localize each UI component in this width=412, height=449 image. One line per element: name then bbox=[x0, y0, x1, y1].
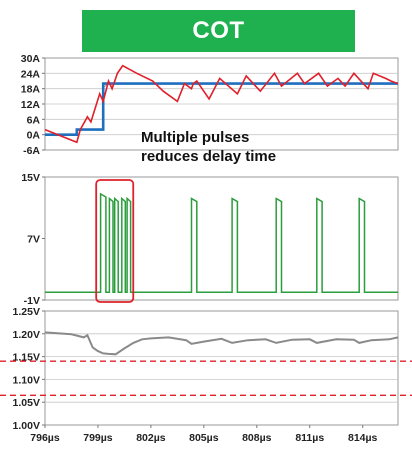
y-tick-label: 1.20V bbox=[13, 329, 40, 341]
y-tick-label: 1.05V bbox=[13, 397, 40, 409]
switch-pulse-series bbox=[45, 192, 398, 294]
x-tick-label: 814µs bbox=[348, 432, 378, 444]
x-tick-label: 805µs bbox=[189, 432, 219, 444]
load-current-series bbox=[45, 82, 398, 136]
x-tick-label: 811µs bbox=[295, 432, 324, 444]
y-tick-label: -1V bbox=[24, 295, 40, 307]
y-tick-label: 1.00V bbox=[13, 420, 40, 432]
y-tick-label: 15V bbox=[21, 172, 40, 184]
cot-banner: COT bbox=[82, 10, 355, 52]
y-tick-label: 24A bbox=[21, 68, 41, 80]
y-tick-label: 1.10V bbox=[13, 374, 40, 386]
highlight-box bbox=[95, 179, 135, 303]
output-voltage-series bbox=[44, 331, 399, 356]
y-tick-label: 6A bbox=[27, 114, 41, 126]
y-tick-label: 0A bbox=[27, 130, 41, 142]
x-tick-label: 802µs bbox=[136, 432, 166, 444]
current-panel: 30A 24A 18A 12A 6A 0A -6A Multiple pulses reduce… bbox=[21, 53, 399, 165]
annotation-line: reduces delay time bbox=[141, 148, 276, 165]
x-tick-label: 799µs bbox=[83, 432, 113, 444]
annotation-line: Multiple pulses bbox=[141, 129, 249, 146]
plot-frame-2 bbox=[44, 176, 399, 301]
y-tick-label: 12A bbox=[21, 99, 41, 111]
y-tick-label: -6A bbox=[23, 145, 40, 157]
y-tick-label: 18A bbox=[21, 84, 41, 96]
banner-title: COT bbox=[192, 17, 245, 44]
switch-voltage-panel: 15V 7V -1V bbox=[21, 172, 399, 307]
y-tick-label: 30A bbox=[21, 53, 41, 65]
y-tick-label: 7V bbox=[27, 234, 40, 246]
inductor-current-series bbox=[44, 64, 399, 144]
y-tick-label: 1.25V bbox=[13, 306, 40, 318]
x-tick-label: 808µs bbox=[242, 432, 272, 444]
plot-frame-3 bbox=[44, 310, 399, 426]
x-tick-label: 796µs bbox=[30, 432, 60, 444]
